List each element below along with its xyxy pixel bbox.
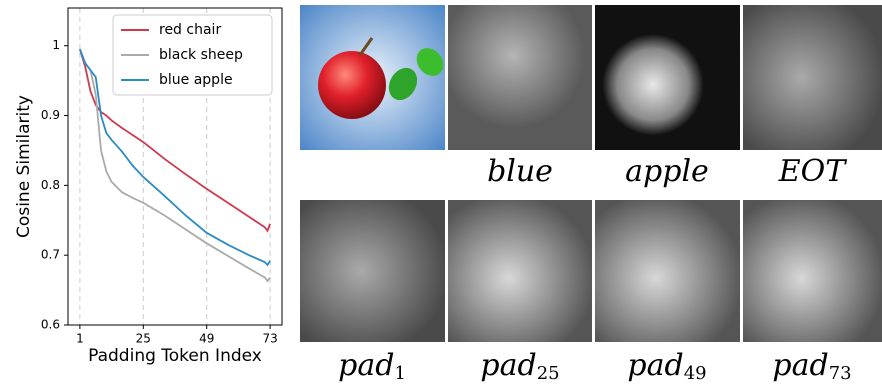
x-tick-label: 25 [136, 332, 151, 346]
attention-map [448, 5, 592, 150]
caption-subscript: 73 [829, 363, 852, 384]
y-axis-label: Cosine Similarity [14, 95, 34, 238]
caption-subscript: 25 [537, 363, 560, 384]
attention-map [448, 200, 592, 342]
apple-image [300, 5, 449, 150]
legend-label: blue apple [159, 72, 233, 88]
caption: EOT [778, 154, 847, 189]
caption-text: pad [338, 348, 394, 383]
y-tick-label: 0.8 [41, 178, 60, 192]
attention-map [300, 200, 445, 342]
y-tick-label: 0.6 [41, 318, 60, 332]
attention-map [595, 200, 740, 342]
caption-text: pad [627, 348, 683, 383]
x-tick-label: 1 [76, 332, 84, 346]
legend-label: black sheep [159, 47, 243, 63]
legend-label: red chair [159, 22, 221, 38]
caption-text: pad [480, 348, 536, 383]
caption-text: blue [487, 154, 553, 189]
caption-text: EOT [778, 154, 847, 189]
caption-subscript: 49 [684, 363, 707, 384]
caption: apple [625, 154, 709, 189]
y-tick-label: 0.7 [41, 248, 60, 262]
caption: pad1 [338, 348, 406, 384]
page: 1 25 49 73 0.6 0.7 0.8 0.9 1 Padding Token Index C… [0, 0, 882, 384]
y-tick-label: 1 [52, 38, 60, 52]
caption: blue [487, 154, 553, 189]
figure: 1 25 49 73 0.6 0.7 0.8 0.9 1 Padding Token Index C… [0, 0, 882, 384]
caption: pad25 [480, 348, 559, 384]
caption-text: pad [772, 348, 828, 383]
x-axis-label: Padding Token Index [88, 346, 262, 366]
attention-map [595, 5, 740, 150]
caption-subscript: 1 [394, 363, 405, 384]
caption: pad73 [772, 348, 851, 384]
x-tick-label: 73 [262, 332, 277, 346]
attention-map [743, 5, 882, 150]
caption: pad49 [627, 348, 706, 384]
x-tick-label: 49 [199, 332, 214, 346]
y-tick-label: 0.9 [41, 108, 60, 122]
attention-map [743, 200, 882, 342]
caption-text: apple [625, 154, 709, 189]
